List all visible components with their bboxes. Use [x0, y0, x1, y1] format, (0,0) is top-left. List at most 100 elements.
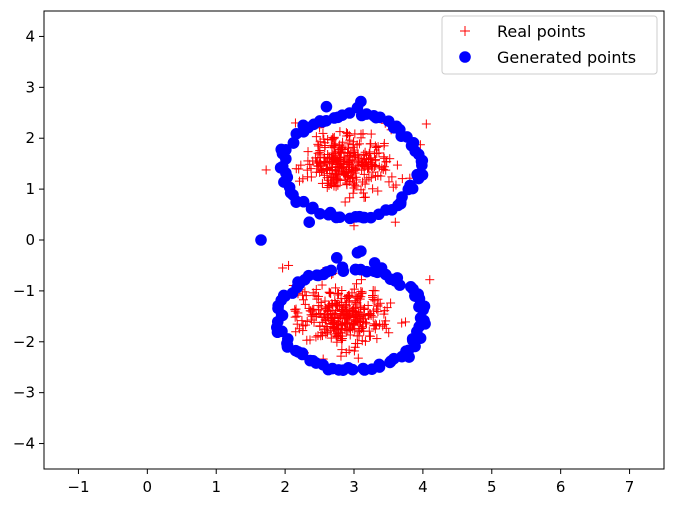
real-point [327, 150, 337, 160]
real-point [334, 320, 344, 330]
real-point [292, 311, 302, 321]
generated-point [404, 179, 416, 192]
x-tick-label: 4 [418, 478, 428, 496]
real-point [386, 298, 396, 308]
real-point [291, 164, 301, 174]
real-point [298, 174, 308, 184]
real-point [347, 173, 357, 183]
real-point [377, 163, 387, 173]
real-point [284, 260, 294, 270]
real-point [358, 188, 368, 198]
x-tick-label: 6 [556, 478, 566, 496]
legend-circle-marker [459, 51, 471, 63]
real-point [368, 184, 378, 194]
real-point [368, 292, 378, 302]
real-point [318, 128, 328, 138]
real-point [358, 129, 368, 139]
real-point [349, 284, 359, 294]
real-point [350, 342, 360, 352]
real-point [311, 310, 321, 320]
real-point [356, 303, 366, 313]
legend: Real points Generated points [441, 15, 658, 75]
generated-point [416, 159, 428, 172]
real-point [331, 329, 341, 339]
real-point [317, 166, 327, 176]
real-point [361, 192, 371, 202]
real-point [319, 310, 329, 320]
real-point [325, 288, 335, 298]
real-point [370, 286, 380, 296]
real-point [336, 351, 346, 361]
real-point [348, 188, 358, 198]
real-point [342, 158, 352, 168]
real-point [353, 339, 363, 349]
legend-generated-label: Generated points [497, 48, 636, 67]
generated-point [375, 262, 388, 274]
real-point [327, 152, 337, 162]
real-point [338, 331, 348, 341]
real-point [356, 155, 366, 165]
real-point [359, 169, 369, 179]
real-point [342, 291, 352, 301]
real-point [326, 135, 336, 145]
plot-area [255, 95, 435, 376]
real-point [340, 175, 350, 185]
real-point [340, 310, 350, 320]
real-point [357, 336, 367, 346]
real-point [308, 288, 318, 298]
real-point [320, 296, 330, 306]
real-point [370, 324, 380, 334]
generated-point [296, 348, 309, 361]
real-point [356, 275, 366, 285]
x-tick-label: 3 [349, 478, 359, 496]
real-point [306, 164, 316, 174]
generated-point [290, 128, 303, 140]
real-point [315, 321, 325, 331]
real-point [373, 171, 383, 181]
real-point [335, 312, 345, 322]
real-point [372, 334, 382, 344]
generated-point [337, 265, 350, 277]
real-point [303, 147, 313, 157]
real-point [344, 323, 354, 333]
real-point [360, 179, 370, 189]
real-point [370, 171, 380, 181]
real-point [349, 304, 359, 314]
generated-point [303, 216, 316, 228]
real-point [353, 353, 363, 363]
real-point [361, 319, 371, 329]
real-point [290, 305, 300, 315]
real-point [346, 173, 356, 183]
real-point [291, 327, 301, 337]
generated-point [334, 211, 346, 223]
y-tick-label: 0 [25, 231, 35, 249]
real-point [366, 139, 376, 149]
real-point [371, 160, 381, 170]
real-point [301, 320, 311, 330]
real-point [292, 319, 302, 329]
real-point [345, 135, 355, 145]
legend-real-label: Real points [497, 22, 586, 41]
real-point [360, 303, 370, 313]
real-point [335, 127, 345, 137]
real-point [330, 141, 340, 151]
real-point [353, 316, 363, 326]
legend-real-marker [460, 26, 470, 36]
generated-point [312, 269, 324, 282]
real-point [363, 161, 373, 171]
real-point [300, 299, 310, 309]
real-point [323, 175, 333, 185]
real-point [329, 181, 339, 191]
real-point [296, 160, 306, 170]
real-point [320, 325, 330, 335]
real-point [365, 331, 375, 341]
real-point [334, 289, 344, 299]
real-point [301, 291, 311, 301]
real-point [303, 172, 313, 182]
x-axis: −1 0 1 2 3 4 5 6 7 [67, 469, 634, 496]
real-point [384, 177, 394, 187]
generated-point [349, 263, 362, 276]
real-point [397, 318, 407, 328]
generated-point [418, 314, 430, 327]
real-point [366, 129, 376, 139]
